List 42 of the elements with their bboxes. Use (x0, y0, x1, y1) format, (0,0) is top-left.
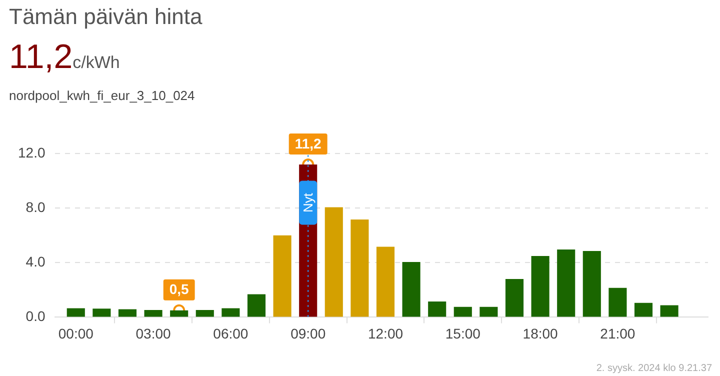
bar (350, 219, 369, 317)
bar (428, 302, 446, 317)
bar (66, 308, 85, 317)
text: c/kWh (72, 53, 120, 72)
bar (402, 262, 420, 317)
bar (196, 310, 214, 317)
x-tick-label: 21:00 (600, 325, 636, 342)
y-tick-label: 0.0 (26, 308, 46, 324)
annotation: 11,2 (294, 135, 322, 152)
bar (660, 305, 678, 317)
annotation: 0,5 (169, 281, 190, 298)
bar (608, 288, 627, 317)
y-tick-label: 12.0 (18, 144, 46, 160)
y-tick-label: 4.0 (26, 254, 46, 270)
bar (376, 246, 395, 317)
x-tick-label: 12:00 (368, 325, 404, 342)
bar (324, 207, 343, 317)
bar (505, 279, 524, 317)
bar (480, 306, 498, 317)
ref-line-label: Nyt (300, 192, 316, 212)
bar (531, 256, 550, 317)
bar (454, 306, 472, 317)
x-tick-label: 09:00 (290, 325, 326, 342)
text: 2. syysk. 2024 klo 9.21.37 (596, 363, 712, 374)
bar (582, 250, 601, 317)
bar (92, 308, 111, 317)
bar (144, 310, 162, 317)
x-tick-label: 00:00 (58, 325, 94, 342)
bar (222, 308, 240, 317)
bar (118, 309, 137, 317)
y-tick-label: 8.0 (26, 199, 46, 216)
text: 11,2 (9, 38, 73, 76)
x-tick-label: 06:00 (213, 325, 248, 342)
bar (273, 235, 292, 317)
x-tick-label: 03:00 (136, 325, 172, 342)
x-tick-label: 18:00 (522, 325, 558, 342)
bar (557, 249, 576, 317)
x-tick-label: 15:00 (445, 325, 481, 342)
bar (247, 294, 266, 317)
bar (634, 302, 653, 317)
chart-title: Tämän päivän hinta (9, 4, 202, 30)
chart-subtitle: nordpool_kwh_fi_eur_3_10_024 (9, 88, 195, 103)
